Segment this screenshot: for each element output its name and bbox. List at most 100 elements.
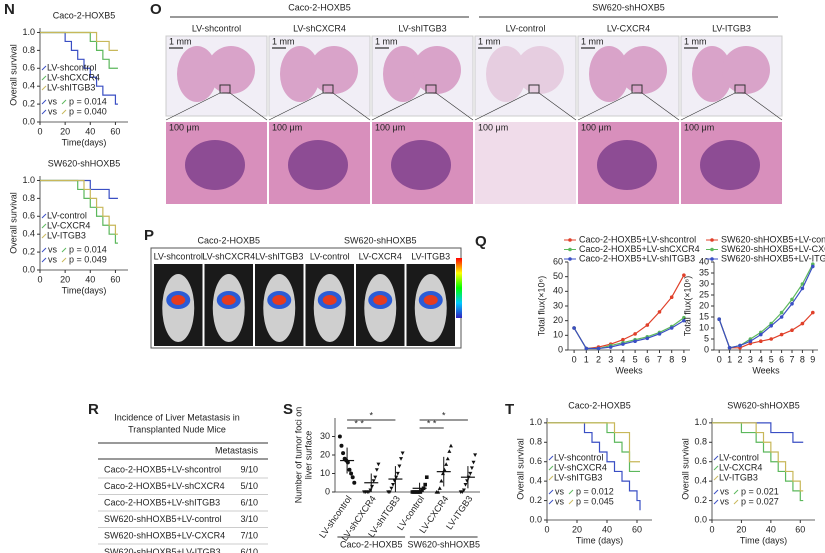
group-label: Caco-2-HOXB5 (340, 539, 403, 549)
table-cell: 3/10 (240, 514, 258, 524)
flux-point (633, 332, 637, 336)
x-tick-label: 20 (736, 524, 746, 534)
x-tick-label: 0 (717, 354, 722, 364)
flux-point (682, 273, 686, 278)
x-tick-label: 3 (748, 354, 753, 364)
survival-curve (712, 422, 804, 502)
legend-marker (710, 257, 714, 261)
foci-point (473, 453, 478, 457)
zoom-line (680, 92, 736, 121)
chart-title: SW620-shHOXB5 (727, 400, 800, 410)
zoom-line (268, 92, 324, 121)
sample-label: LV-shcontrol (154, 251, 203, 261)
table-cell: 7/10 (240, 530, 258, 540)
y-tick-label: 40 (553, 286, 563, 296)
zoom-line (165, 92, 221, 121)
scale-bar-label: 1 mm (375, 36, 398, 46)
legend-label: LV-CXCR4 (47, 220, 90, 230)
tumor-region (597, 140, 657, 190)
y-tick-label: 15 (699, 311, 709, 321)
flux-point (657, 332, 662, 336)
y-axis-label: Number of tumor foci on (293, 407, 303, 504)
zoom-line (474, 92, 530, 121)
group-label: Caco-2-HOXB5 (197, 235, 260, 245)
foci-point (389, 486, 394, 491)
foci-point (460, 490, 465, 494)
y-axis-label: Total flux(×10⁶) (536, 276, 546, 336)
legend-label: LV-control (719, 452, 759, 462)
x-tick-label: 4 (758, 354, 763, 364)
flux-point (669, 295, 674, 300)
legend-label: LV-shcontrol (47, 62, 96, 72)
y-tick-label: 0.6 (694, 456, 707, 466)
legend-swatch (61, 99, 67, 105)
flux-point (682, 318, 686, 323)
sample-label: LV-shCXCR4 (293, 23, 346, 33)
y-tick-label: 0 (558, 344, 563, 354)
legend-swatch (41, 223, 47, 229)
table-cell: 5/10 (240, 481, 258, 491)
legend-label: LV-shcontrol (554, 452, 603, 462)
lung-tissue (486, 46, 526, 102)
x-axis-label: Time (days) (740, 535, 787, 545)
scale-bar-label: 100 μm (272, 122, 302, 132)
y-tick-label: 0.8 (22, 45, 35, 55)
table-title: Transplanted Nude Mice (128, 424, 226, 434)
foci-point (436, 490, 441, 494)
y-tick-label: 10 (699, 322, 709, 332)
zoom-line (577, 92, 633, 121)
signal (171, 295, 186, 305)
foci-point (350, 475, 355, 480)
y-tick-label: 0.6 (22, 63, 35, 73)
y-tick-label: 0.8 (694, 437, 707, 447)
y-tick-label: 5 (704, 333, 709, 343)
lung-tissue (722, 46, 770, 94)
foci-point (376, 462, 381, 467)
scale-bar-label: 100 μm (478, 122, 508, 132)
zoom-line (744, 92, 783, 121)
foci-point (468, 471, 473, 476)
survival-curve (712, 422, 804, 443)
legend-swatch (713, 455, 719, 461)
comparison-label: vs (48, 96, 58, 106)
y-tick-label: 0.0 (22, 264, 35, 274)
y-axis-label: liver surface (303, 431, 313, 480)
legend-swatch (41, 85, 47, 91)
flux-line (718, 312, 814, 349)
foci-point (424, 475, 429, 479)
flux-point (779, 315, 784, 319)
x-axis-label: Weeks (615, 365, 643, 375)
flux-line (718, 266, 814, 349)
y-tick-label: 0.4 (694, 476, 707, 486)
foci-point (461, 488, 466, 493)
x-tick-label: 5 (633, 354, 638, 364)
scale-bar-label: 100 μm (581, 122, 611, 132)
legend-label: SW620-shHOXB5+LV-CXCR4 (721, 244, 825, 254)
survival-curve (40, 179, 118, 235)
panel-letter: S (283, 401, 293, 418)
flux-line (573, 320, 685, 350)
legend-label: SW620-shHOXB5+LV-ITGB3 (721, 253, 825, 263)
legend-marker (568, 247, 572, 252)
group-label: Caco-2-HOXB5 (288, 2, 351, 12)
legend-label: LV-ITGB3 (719, 472, 758, 482)
foci-point (347, 467, 352, 472)
x-tick-label: 2 (596, 354, 601, 364)
y-tick-label: 60 (553, 256, 563, 266)
survival-curve (712, 422, 804, 492)
axis (334, 418, 480, 493)
x-tick-label: 9 (681, 354, 686, 364)
panel-letter: O (150, 1, 162, 18)
y-tick-label: 0.4 (22, 81, 35, 91)
scale-bar-label: 1 mm (169, 36, 192, 46)
y-tick-label: 10 (320, 468, 330, 478)
legend-swatch (548, 475, 554, 481)
legend-swatch (61, 109, 67, 115)
flux-point (608, 345, 613, 349)
y-tick-label: 1.0 (694, 417, 707, 427)
panel-letter: Q (475, 233, 487, 250)
table-cell: Caco-2-HOXB5+LV-shITGB3 (104, 497, 220, 507)
legend-swatch (713, 475, 719, 481)
flux-point (596, 346, 601, 351)
